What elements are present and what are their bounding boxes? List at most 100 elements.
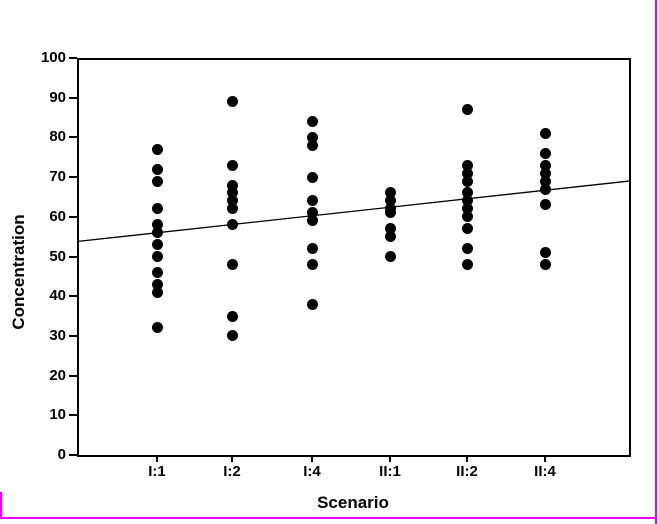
y-tick-mark bbox=[69, 414, 77, 417]
plot-area bbox=[77, 58, 631, 457]
y-tick-mark bbox=[69, 215, 77, 218]
x-tick-label: I:4 bbox=[303, 463, 321, 480]
x-tick-mark bbox=[311, 455, 313, 462]
data-point bbox=[461, 104, 473, 116]
data-point bbox=[461, 258, 473, 270]
x-tick-mark bbox=[231, 455, 233, 462]
window-border-left bbox=[0, 492, 2, 518]
y-tick-mark bbox=[69, 176, 77, 179]
data-point bbox=[384, 207, 396, 219]
data-point bbox=[384, 187, 396, 199]
y-tick-mark bbox=[69, 136, 77, 139]
y-tick-mark bbox=[69, 96, 77, 99]
y-tick-label: 70 bbox=[49, 168, 66, 186]
data-point bbox=[151, 266, 163, 278]
data-point bbox=[226, 159, 238, 171]
data-point bbox=[151, 143, 163, 155]
y-tick-mark bbox=[69, 57, 77, 59]
data-point bbox=[226, 96, 238, 108]
data-point bbox=[461, 223, 473, 235]
data-point bbox=[384, 195, 396, 207]
y-tick-label: 0 bbox=[57, 446, 66, 463]
x-tick-label: II:1 bbox=[379, 463, 401, 480]
data-point bbox=[539, 183, 551, 195]
y-tick-label: 50 bbox=[49, 247, 66, 265]
data-point bbox=[151, 175, 163, 187]
data-point bbox=[539, 247, 551, 259]
data-point bbox=[539, 147, 551, 159]
data-point bbox=[226, 187, 238, 199]
y-tick-label: 40 bbox=[49, 287, 66, 305]
y-tick-label: 60 bbox=[49, 207, 66, 225]
x-tick-mark bbox=[466, 455, 468, 462]
y-tick-label: 30 bbox=[49, 326, 66, 344]
y-tick-label: 20 bbox=[49, 366, 66, 384]
data-point bbox=[306, 207, 318, 219]
x-tick-label: I:2 bbox=[223, 463, 241, 480]
data-point bbox=[384, 231, 396, 243]
window-border-right bbox=[655, 0, 657, 524]
window-border-bottom bbox=[0, 517, 657, 519]
data-point bbox=[461, 203, 473, 215]
x-tick-label: I:1 bbox=[148, 463, 166, 480]
data-point bbox=[151, 251, 163, 262]
data-point bbox=[461, 167, 473, 179]
data-point bbox=[226, 195, 238, 207]
data-point bbox=[461, 195, 473, 207]
x-tick-mark bbox=[156, 455, 158, 462]
data-point bbox=[306, 171, 318, 183]
x-tick-mark bbox=[389, 455, 391, 462]
data-point bbox=[226, 310, 238, 322]
data-point bbox=[384, 251, 396, 262]
y-tick-mark bbox=[69, 255, 77, 258]
data-point bbox=[461, 159, 473, 171]
data-point bbox=[226, 258, 238, 270]
y-axis-title: Concentration bbox=[9, 214, 28, 330]
data-point bbox=[151, 163, 163, 175]
data-point bbox=[306, 131, 318, 143]
data-point bbox=[151, 278, 163, 290]
data-point bbox=[226, 179, 238, 191]
data-point bbox=[226, 203, 238, 215]
data-point bbox=[151, 227, 163, 239]
data-point bbox=[151, 286, 163, 298]
data-point bbox=[306, 139, 318, 151]
data-point bbox=[306, 195, 318, 207]
y-tick-mark bbox=[69, 295, 77, 298]
data-point bbox=[461, 211, 473, 223]
data-point bbox=[539, 175, 551, 187]
y-tick-mark bbox=[69, 374, 77, 377]
trend-line bbox=[77, 180, 630, 243]
data-point bbox=[151, 219, 163, 231]
data-point bbox=[306, 258, 318, 270]
data-point bbox=[384, 223, 396, 235]
x-tick-label: II:2 bbox=[456, 463, 478, 480]
y-tick-mark bbox=[69, 334, 77, 337]
data-point bbox=[539, 199, 551, 211]
data-point bbox=[539, 167, 551, 179]
y-tick-label: 90 bbox=[49, 88, 66, 106]
data-point bbox=[151, 203, 163, 215]
x-tick-label: II:4 bbox=[534, 463, 556, 480]
y-tick-label: 80 bbox=[49, 128, 66, 146]
data-point bbox=[306, 243, 318, 255]
data-point bbox=[306, 298, 318, 310]
data-point bbox=[461, 243, 473, 255]
data-point bbox=[539, 258, 551, 270]
data-point bbox=[226, 330, 238, 342]
data-point bbox=[306, 215, 318, 227]
data-point bbox=[151, 322, 163, 334]
data-point bbox=[461, 187, 473, 199]
y-tick-mark bbox=[69, 454, 77, 456]
data-point bbox=[539, 159, 551, 171]
y-tick-label: 10 bbox=[49, 406, 66, 424]
data-point bbox=[461, 175, 473, 187]
data-point bbox=[226, 219, 238, 231]
data-point bbox=[539, 127, 551, 139]
x-axis-title: Scenario bbox=[317, 493, 389, 512]
data-point bbox=[151, 239, 163, 251]
y-tick-label: 100 bbox=[40, 49, 66, 66]
x-tick-mark bbox=[544, 455, 546, 462]
